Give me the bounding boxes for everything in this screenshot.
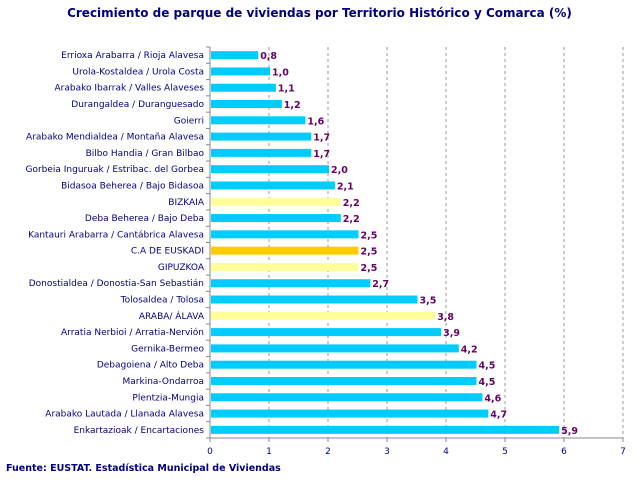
x-tick-label: 7 [620,447,626,457]
data-label: 2,0 [331,165,348,176]
category-label: Arabako Ibarrak / Valles Alaveses [55,84,205,94]
category-label: Goierri [174,116,204,126]
bar [211,279,371,288]
category-label: Durangaldea / Duranguesado [71,100,204,110]
category-label: Bilbo Handia / Gran Bilbao [86,149,205,159]
data-label: 4,7 [490,410,507,421]
data-label: 1,2 [284,100,301,111]
bar [211,148,312,157]
data-label: 1,0 [272,67,289,78]
bar [211,328,442,337]
category-label: GIPUZKOA [158,263,205,273]
category-label: Errioxa Arabarra / Rioja Alavesa [61,51,204,61]
bar [211,230,359,239]
category-label: Urola-Kostaldea / Urola Costa [72,67,204,77]
bar [211,311,436,320]
data-label: 4,2 [461,344,478,355]
x-tick-label: 6 [561,447,567,457]
bar [211,246,359,255]
data-label: 1,7 [313,149,330,160]
data-label: 2,5 [361,263,378,274]
bar [211,100,282,109]
data-label: 0,8 [260,51,277,62]
category-label: Arratia Nerbioi / Arratia-Nervión [61,327,204,338]
data-label: 2,5 [361,230,378,241]
x-tick-label: 1 [266,447,272,457]
data-label: 4,6 [484,393,501,404]
x-tick-label: 2 [325,447,331,457]
x-tick-label: 5 [502,447,508,457]
bar [211,83,276,92]
category-label: Arabako Lautada / Llanada Alavesa [45,410,204,420]
bar [211,409,489,418]
category-label: Kantauri Arabarra / Cantábrica Alavesa [28,230,204,240]
category-label: Gorbeia Inguruak / Estribac. del Gorbea [25,165,204,175]
category-label: Plentzia-Mungia [132,393,204,403]
data-label: 2,2 [343,198,360,209]
bar [211,376,477,385]
bar [211,132,312,141]
source-note: Fuente: EUSTAT. Estadística Municipal de… [6,463,281,474]
bar [211,425,560,434]
bar [211,360,477,369]
data-label: 2,1 [337,181,354,192]
data-label: 1,6 [307,116,324,127]
bar [211,67,270,76]
data-label: 5,9 [561,426,578,437]
chart-title: Crecimiento de parque de viviendas por T… [67,6,572,20]
bar [211,116,306,125]
category-label: C.A DE EUSKADI [131,247,204,257]
data-label: 2,5 [361,247,378,258]
category-label: ARABA/ ÁLAVA [139,310,205,322]
x-tick-label: 0 [207,447,213,457]
x-tick-label: 4 [443,447,449,457]
category-label: Gernika-Bermeo [131,344,204,354]
bar [211,197,341,206]
data-label: 3,8 [437,312,454,323]
data-label: 1,1 [278,84,295,95]
bar [211,262,359,271]
data-label: 2,2 [343,214,360,225]
category-label: BIZKAIA [168,198,205,208]
data-label: 4,5 [479,377,496,388]
data-label: 1,7 [313,133,330,144]
data-label: 3,9 [443,328,460,339]
data-label: 4,5 [479,361,496,372]
bar [211,214,341,223]
category-label: Debagoiena / Alto Deba [97,361,204,371]
category-label: Tolosaldea / Tolosa [120,296,204,306]
data-label: 2,7 [372,279,389,290]
category-label: Bidasoa Beherea / Bajo Bidasoa [61,181,204,191]
bar [211,295,418,304]
category-label: Donostialdea / Donostia-San Sebastián [29,279,204,289]
x-tick-label: 3 [384,447,390,457]
bar [211,344,459,353]
category-label: Enkartazioak / Encartaciones [74,426,205,436]
bar [211,393,483,402]
data-label: 3,5 [420,296,437,307]
bar [211,165,329,174]
bar [211,51,259,60]
bar [211,181,335,190]
category-label: Deba Beherea / Bajo Deba [85,214,204,224]
category-label: Markina-Ondarroa [123,377,205,387]
category-label: Arabako Mendialdea / Montaña Alavesa [26,133,204,143]
